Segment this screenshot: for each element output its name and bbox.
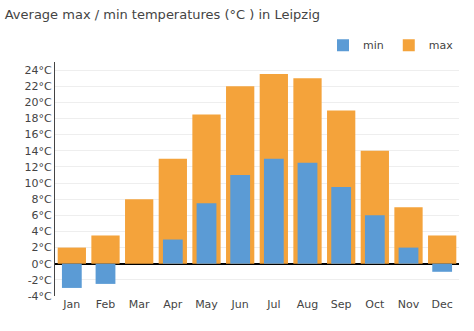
svg-text:6°C: 6°C [32,209,52,222]
svg-text:10°C: 10°C [25,177,52,190]
svg-text:24°C: 24°C [25,64,52,77]
svg-text:22°C: 22°C [25,80,52,93]
svg-text:12°C: 12°C [25,161,52,174]
svg-text:8°C: 8°C [32,193,52,206]
svg-text:2°C: 2°C [32,241,52,254]
svg-text:max: max [429,39,453,52]
svg-text:min: min [363,39,384,52]
svg-text:Aug: Aug [297,298,318,311]
svg-text:May: May [195,298,218,311]
svg-text:Oct: Oct [365,298,385,311]
svg-text:Average max / min temperatures: Average max / min temperatures (°C ) in … [5,7,320,22]
svg-text:Jun: Jun [231,298,249,311]
svg-text:Jul: Jul [266,298,280,311]
svg-text:Mar: Mar [129,298,150,311]
svg-text:14°C: 14°C [25,145,52,158]
svg-text:Dec: Dec [432,298,453,311]
svg-text:Jan: Jan [62,298,80,311]
svg-text:Feb: Feb [96,298,115,311]
svg-text:16°C: 16°C [25,128,52,141]
svg-text:Apr: Apr [163,298,183,311]
svg-text:20°C: 20°C [25,96,52,109]
svg-text:Nov: Nov [398,298,420,311]
svg-text:Sep: Sep [331,298,352,311]
svg-text:-4°C: -4°C [28,290,52,303]
svg-text:0°C: 0°C [32,258,52,271]
svg-text:-2°C: -2°C [28,274,52,287]
svg-text:18°C: 18°C [25,112,52,125]
svg-text:4°C: 4°C [32,225,52,238]
